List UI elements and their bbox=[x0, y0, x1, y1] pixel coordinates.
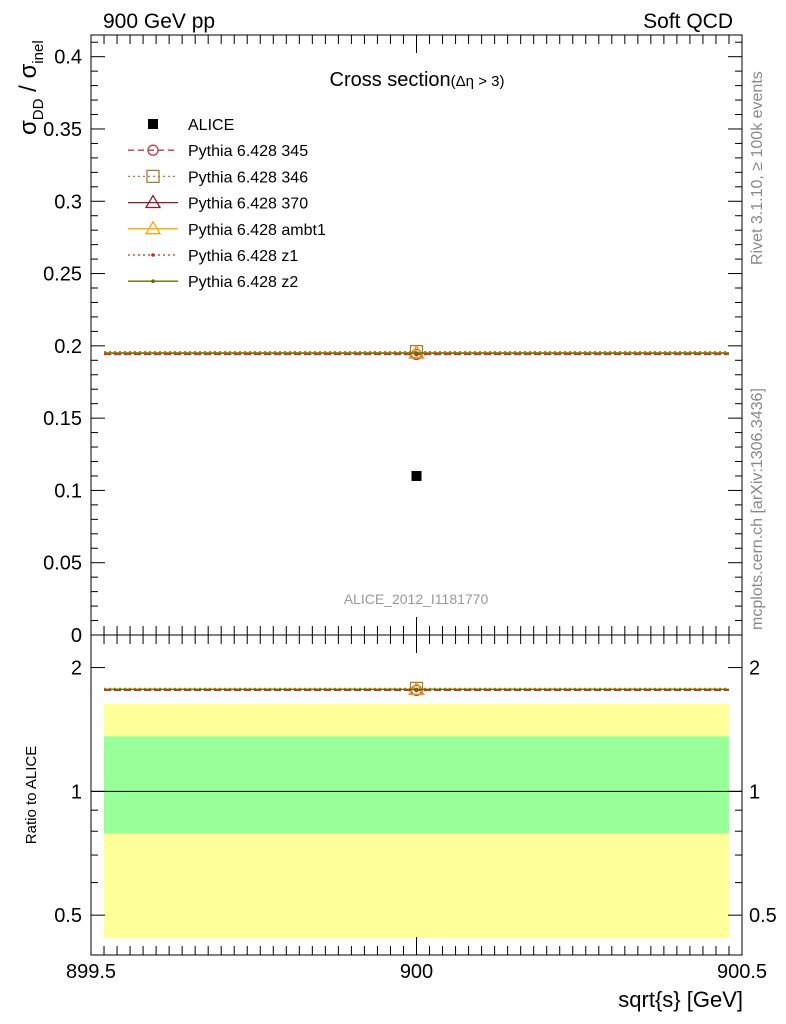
y-tick-label: 0.2 bbox=[54, 336, 82, 358]
ratio-tick-label-right: 2 bbox=[749, 658, 760, 680]
y-label-sigma: σ bbox=[15, 120, 42, 135]
x-tick-label: 900.5 bbox=[717, 961, 767, 983]
ratio-y-label: Ratio to ALICE bbox=[23, 746, 40, 844]
y-label-sub1: DD bbox=[30, 98, 47, 120]
legend-marker bbox=[144, 220, 162, 235]
y-tick-label: 0.25 bbox=[43, 264, 82, 286]
y-label-sep: / bbox=[15, 79, 42, 99]
ratio-panel: Ratio to ALICE 0.5 0.51 12 2 899.5 900 900.5 … bbox=[23, 634, 777, 1012]
chart-title-suffix: (Δη > 3) bbox=[451, 73, 505, 90]
legend-marker bbox=[148, 119, 158, 129]
ratio-tick-label-right: 1 bbox=[749, 781, 760, 803]
y-tick-label: 0.15 bbox=[43, 408, 82, 430]
ratio-x-ticks bbox=[90, 635, 743, 955]
header-left: 900 GeV pp bbox=[103, 10, 215, 33]
ratio-tick-label-right: 0.5 bbox=[749, 905, 777, 927]
y-tick-label: 0.4 bbox=[54, 47, 82, 69]
main-y-tick-labels: 0 0.05 0.1 0.15 0.2 0.25 0.3 0.35 0.4 bbox=[43, 47, 82, 647]
ratio-frame bbox=[90, 634, 743, 956]
alice-data-point bbox=[411, 470, 422, 481]
ratio-bands bbox=[91, 704, 742, 938]
analysis-watermark: ALICE_2012_I1181770 bbox=[344, 591, 489, 607]
legend-marker bbox=[151, 253, 155, 257]
legend-label: Pythia 6.428 370 bbox=[188, 196, 308, 213]
ratio-marker-5 bbox=[414, 687, 419, 692]
y-axis-label: σDD / σinel bbox=[15, 40, 47, 135]
ratio-y-ticks bbox=[91, 667, 742, 956]
legend-marker bbox=[146, 169, 160, 184]
rivet-label: Rivet 3.1.10, ≥ 100k events bbox=[749, 71, 766, 265]
x-axis-label: sqrt{s} [GeV] bbox=[618, 987, 743, 1012]
y-label-sub2: inel bbox=[30, 40, 47, 63]
y-tick-label: 0 bbox=[71, 625, 82, 647]
legend-marker bbox=[147, 144, 159, 156]
legend-marker bbox=[144, 194, 162, 209]
legend-label: ALICE bbox=[188, 117, 234, 134]
ratio-tick-labels: 0.5 0.5 1 1 2 2 bbox=[54, 658, 777, 928]
ratio-tick-label-left: 2 bbox=[71, 658, 82, 680]
legend-label: Pythia 6.428 346 bbox=[188, 169, 308, 186]
series-marker-4 bbox=[408, 344, 425, 359]
y-tick-label: 0.35 bbox=[43, 119, 82, 141]
y-tick-label: 0.1 bbox=[54, 480, 82, 502]
header-right: Soft QCD bbox=[643, 10, 733, 33]
legend: ALICE Pythia 6.428 345 Pythia 6.428 346 Pyt… bbox=[128, 117, 326, 291]
legend-marker bbox=[151, 279, 155, 284]
x-tick-labels: 899.5 900 900.5 bbox=[66, 961, 767, 983]
chart-title-main: Cross section bbox=[330, 69, 451, 91]
main-panel: 0 0.05 0.1 0.15 0.2 0.25 0.3 0.35 0.4 Cross sect… bbox=[15, 34, 743, 647]
legend-label: Pythia 6.428 345 bbox=[188, 143, 308, 160]
ratio-tick-label-left: 1 bbox=[71, 781, 82, 803]
mcplots-label: mcplots.cern.ch [arXiv:1306.3436] bbox=[749, 388, 766, 630]
ratio-series bbox=[104, 681, 729, 697]
x-tick-label: 899.5 bbox=[66, 961, 116, 983]
y-tick-label: 0.05 bbox=[43, 553, 82, 575]
y-tick-label: 0.3 bbox=[54, 191, 82, 213]
legend-label: Pythia 6.428 z2 bbox=[188, 274, 298, 291]
main-series bbox=[104, 344, 729, 481]
x-tick-label: 900 bbox=[400, 961, 433, 983]
main-x-ticks bbox=[90, 35, 743, 635]
legend-label: Pythia 6.428 z1 bbox=[188, 248, 298, 265]
legend-label: Pythia 6.428 ambt1 bbox=[188, 222, 326, 239]
ratio-marker-3 bbox=[408, 681, 425, 695]
y-label-sigma2: σ bbox=[15, 64, 42, 79]
chart-title: Cross section(Δη > 3) bbox=[330, 69, 505, 91]
ratio-tick-label-left: 0.5 bbox=[54, 905, 82, 927]
main-y-ticks bbox=[91, 41, 742, 636]
series-marker-6 bbox=[414, 351, 419, 355]
ratio-band-1-sigma bbox=[104, 736, 729, 834]
